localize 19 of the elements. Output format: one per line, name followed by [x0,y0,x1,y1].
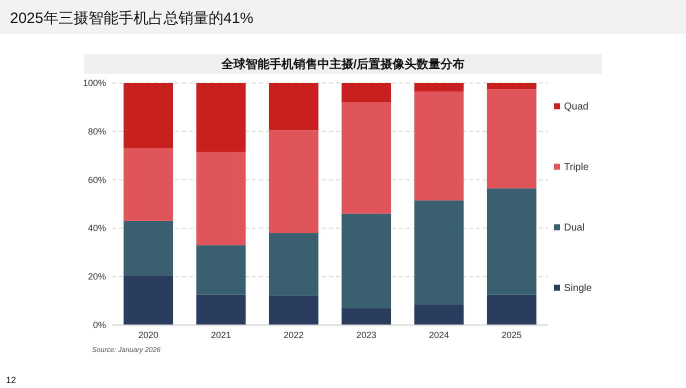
x-tick-label: 2024 [428,330,450,340]
legend-label: Dual [564,222,585,234]
chart-title: 2025年三摄智能手机占总销量的41% [10,10,254,27]
x-tick-label: 2020 [138,330,158,340]
legend-label: Quad [564,101,588,112]
y-tick-label: 60% [88,174,106,185]
text: 12 [6,375,16,385]
legend-label: Single [564,282,592,294]
y-tick-label: 100% [82,78,106,88]
x-tick-label: 2022 [284,330,304,340]
y-tick-label: 80% [88,126,106,136]
y-tick-label: 0% [92,320,106,330]
x-tick-label: 2025 [502,330,522,340]
chart-subtitle: 全球智能手机销售中主摄/后置摄像头数量分布 [220,57,465,71]
y-tick-label: 40% [88,223,106,234]
x-tick-label: 2023 [356,330,376,340]
x-tick-label: 2021 [210,330,232,340]
y-tick-label: 20% [88,272,106,282]
legend-label: Triple [564,162,590,173]
